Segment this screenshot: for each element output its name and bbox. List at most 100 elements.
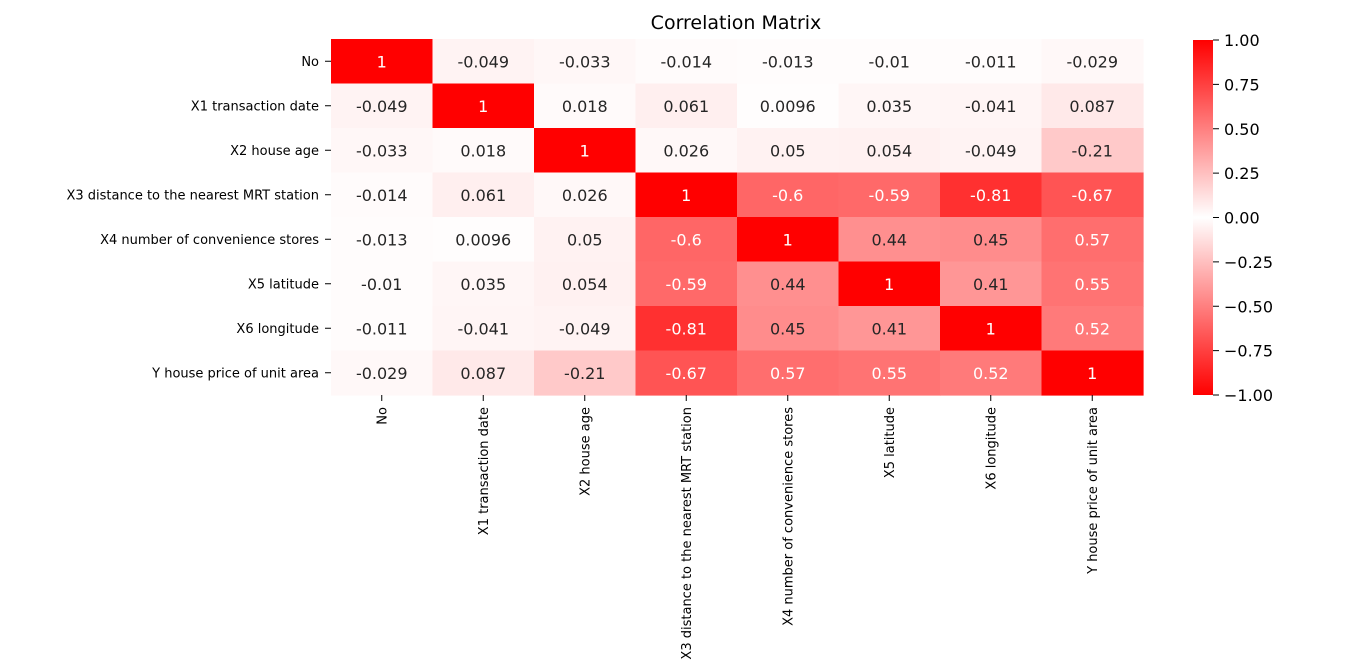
heatmap-cell bbox=[534, 172, 637, 218]
cell-value-label: -0.01 bbox=[361, 275, 402, 294]
heatmap-cell bbox=[940, 261, 1043, 307]
y-tick-label: X6 longitude bbox=[236, 322, 319, 337]
heatmap-cell bbox=[838, 217, 941, 263]
cell-value-label: 0.035 bbox=[866, 97, 912, 116]
heatmap-cell bbox=[838, 261, 941, 307]
heatmap-cell bbox=[1041, 261, 1144, 307]
cell-value-label: 0.0096 bbox=[455, 230, 511, 249]
cell-value-label: 0.061 bbox=[663, 97, 709, 116]
cell-value-label: 0.026 bbox=[663, 141, 709, 160]
heatmap-cell bbox=[737, 306, 840, 352]
cell-value-label: -0.041 bbox=[457, 319, 509, 338]
heatmap-cell bbox=[331, 217, 434, 263]
cell-value-label: -0.029 bbox=[1066, 52, 1118, 71]
cell-value-label: -0.011 bbox=[965, 52, 1017, 71]
heatmap-cell bbox=[534, 306, 637, 352]
colorbar-tick-label: 0.25 bbox=[1224, 164, 1260, 183]
y-tick-label: X4 number of convenience stores bbox=[100, 233, 319, 248]
cell-value-label: -0.81 bbox=[970, 186, 1011, 205]
y-tick-label: X2 house age bbox=[230, 144, 319, 159]
colorbar-tick-label: −0.50 bbox=[1224, 297, 1273, 316]
heatmap-cell bbox=[940, 128, 1043, 174]
heatmap-cell bbox=[534, 217, 637, 263]
heatmap-cell bbox=[940, 306, 1043, 352]
cell-value-label: 0.035 bbox=[460, 275, 506, 294]
cell-value-label: -0.013 bbox=[356, 230, 408, 249]
colorbar bbox=[1193, 40, 1213, 395]
heatmap-cell bbox=[635, 83, 738, 129]
colorbar-tick-label: −1.00 bbox=[1224, 386, 1273, 405]
cell-value-label: -0.049 bbox=[559, 319, 611, 338]
cell-value-label: 1 bbox=[986, 319, 996, 338]
heatmap-cell bbox=[737, 172, 840, 218]
heatmap-cell bbox=[940, 83, 1043, 129]
x-axis: No X1 transaction date X2 house age X3 dist… bbox=[375, 395, 1101, 660]
cell-value-label: 0.087 bbox=[460, 364, 506, 383]
heatmap-cell bbox=[838, 83, 941, 129]
cell-value-label: 0.55 bbox=[1074, 275, 1110, 294]
heatmap-cell bbox=[838, 306, 941, 352]
cell-value-label: -0.049 bbox=[965, 141, 1017, 160]
heatmap-cell bbox=[838, 350, 941, 396]
y-tick-label: X3 distance to the nearest MRT station bbox=[66, 188, 319, 203]
heatmap-cell bbox=[432, 261, 535, 307]
colorbar-tick-label: 1.00 bbox=[1224, 31, 1260, 50]
heatmap-cell bbox=[838, 128, 941, 174]
heatmap-cell bbox=[737, 261, 840, 307]
heatmap-cell bbox=[1041, 350, 1144, 396]
heatmap-cell bbox=[534, 128, 637, 174]
cell-value-label: 1 bbox=[884, 275, 894, 294]
heatmap-cell bbox=[1041, 172, 1144, 218]
cell-value-label: -0.6 bbox=[671, 230, 702, 249]
x-tick-label: X3 distance to the nearest MRT station bbox=[680, 407, 695, 660]
heatmap-cell bbox=[331, 350, 434, 396]
y-tick-label: X5 latitude bbox=[248, 277, 319, 292]
y-tick-label: No bbox=[301, 55, 319, 70]
x-tick-label: No bbox=[375, 407, 390, 425]
cell-value-label: 1 bbox=[377, 52, 387, 71]
heatmap-cell bbox=[635, 128, 738, 174]
cell-value-label: -0.21 bbox=[564, 364, 605, 383]
heatmap-cell bbox=[432, 306, 535, 352]
heatmap-cell bbox=[534, 261, 637, 307]
cell-value-label: 0.018 bbox=[460, 141, 506, 160]
heatmap-cell bbox=[737, 217, 840, 263]
cell-value-label: 0.57 bbox=[1074, 230, 1110, 249]
cell-value-label: -0.59 bbox=[666, 275, 707, 294]
cell-value-label: 1 bbox=[783, 230, 793, 249]
heatmap-cell bbox=[635, 39, 738, 85]
cell-value-label: 0.054 bbox=[866, 141, 912, 160]
heatmap-cell bbox=[331, 128, 434, 174]
y-tick-label: X1 transaction date bbox=[191, 99, 319, 114]
heatmap-cell bbox=[635, 306, 738, 352]
cell-value-label: -0.67 bbox=[666, 364, 707, 383]
cell-value-label: -0.21 bbox=[1072, 141, 1113, 160]
heatmap-cell bbox=[838, 39, 941, 85]
colorbar-tick-label: 0.75 bbox=[1224, 75, 1260, 94]
heatmap-cell bbox=[1041, 39, 1144, 85]
cell-value-label: -0.013 bbox=[762, 52, 814, 71]
x-tick-label: X4 number of convenience stores bbox=[781, 407, 796, 626]
cell-value-label: 0.061 bbox=[460, 186, 506, 205]
heatmap-cell bbox=[737, 83, 840, 129]
x-tick-label: X6 longitude bbox=[984, 407, 999, 490]
cell-value-label: 0.018 bbox=[562, 97, 608, 116]
colorbar-tick-label: −0.25 bbox=[1224, 253, 1273, 272]
heatmap-cell bbox=[737, 350, 840, 396]
colorbar-ticks: 1.00 0.75 0.50 0.25 0.00 −0.25 −0.50 −0.75 −1.00 bbox=[1213, 31, 1273, 405]
heatmap-cell bbox=[432, 350, 535, 396]
heatmap-cell bbox=[940, 39, 1043, 85]
heatmap-cell bbox=[737, 128, 840, 174]
cell-value-label: 1 bbox=[1087, 364, 1097, 383]
heatmap-cell bbox=[635, 261, 738, 307]
heatmap-cell bbox=[331, 172, 434, 218]
cell-value-label: 1 bbox=[580, 141, 590, 160]
cell-value-label: 0.44 bbox=[770, 275, 806, 294]
x-tick-label: X1 transaction date bbox=[477, 407, 492, 535]
heatmap-cell bbox=[838, 172, 941, 218]
cell-value-label: 0.45 bbox=[770, 319, 806, 338]
colorbar-tick-label: −0.75 bbox=[1224, 342, 1273, 361]
cell-value-label: -0.6 bbox=[772, 186, 803, 205]
cell-value-label: 0.41 bbox=[871, 319, 907, 338]
